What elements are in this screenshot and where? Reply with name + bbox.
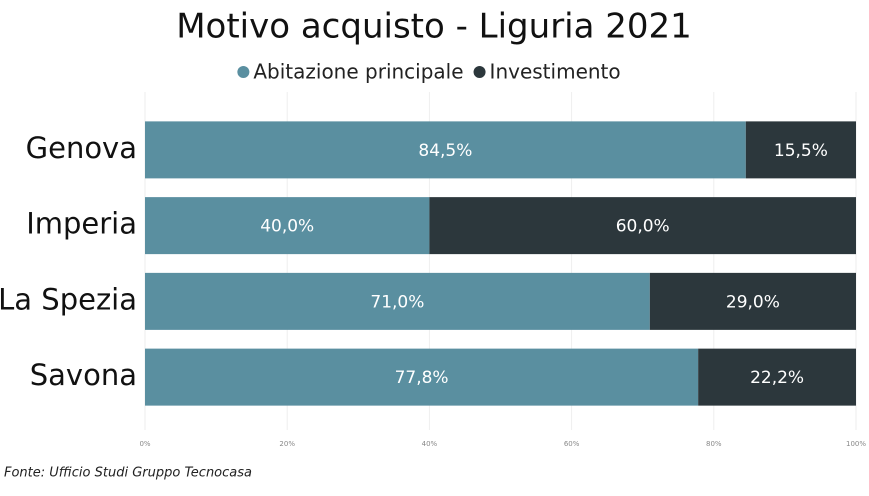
data-label: 15,5% (774, 141, 828, 161)
y-tick-label: Imperia (26, 207, 137, 241)
legend-marker (473, 66, 486, 78)
chart-title: Motivo acquisto - Liguria 2021 (176, 7, 692, 47)
bar-segment (145, 348, 699, 406)
x-tick-label: 80% (706, 440, 722, 448)
x-tick-label: 20% (279, 440, 295, 448)
bar-segment (145, 197, 430, 255)
data-label: 22,2% (750, 368, 804, 388)
legend-marker (237, 66, 250, 78)
legend-label: Investimento (490, 60, 621, 84)
x-tick-label: 100% (846, 440, 866, 448)
y-tick-label: Savona (30, 358, 137, 392)
y-tick-label: La Spezia (0, 282, 137, 316)
source-note: Fonte: Ufficio Studi Gruppo Tecnocasa (4, 466, 252, 481)
bar-segment (429, 197, 856, 255)
bar-segment (698, 348, 856, 406)
data-label: 29,0% (726, 292, 780, 312)
x-tick-label: 0% (139, 440, 150, 448)
legend-label: Abitazione principale (253, 60, 463, 84)
x-tick-label: 40% (422, 440, 438, 448)
data-label: 40,0% (260, 217, 314, 237)
bar-segment (145, 272, 650, 330)
y-tick-label: Genova (26, 131, 137, 165)
data-label: 84,5% (418, 141, 472, 161)
x-tick-label: 60% (564, 440, 580, 448)
bar-segment (649, 272, 856, 330)
bar-segment (145, 121, 746, 179)
data-label: 60,0% (616, 217, 670, 237)
data-label: 77,8% (395, 368, 449, 388)
data-label: 71,0% (370, 292, 424, 312)
bar-segment (745, 121, 856, 179)
